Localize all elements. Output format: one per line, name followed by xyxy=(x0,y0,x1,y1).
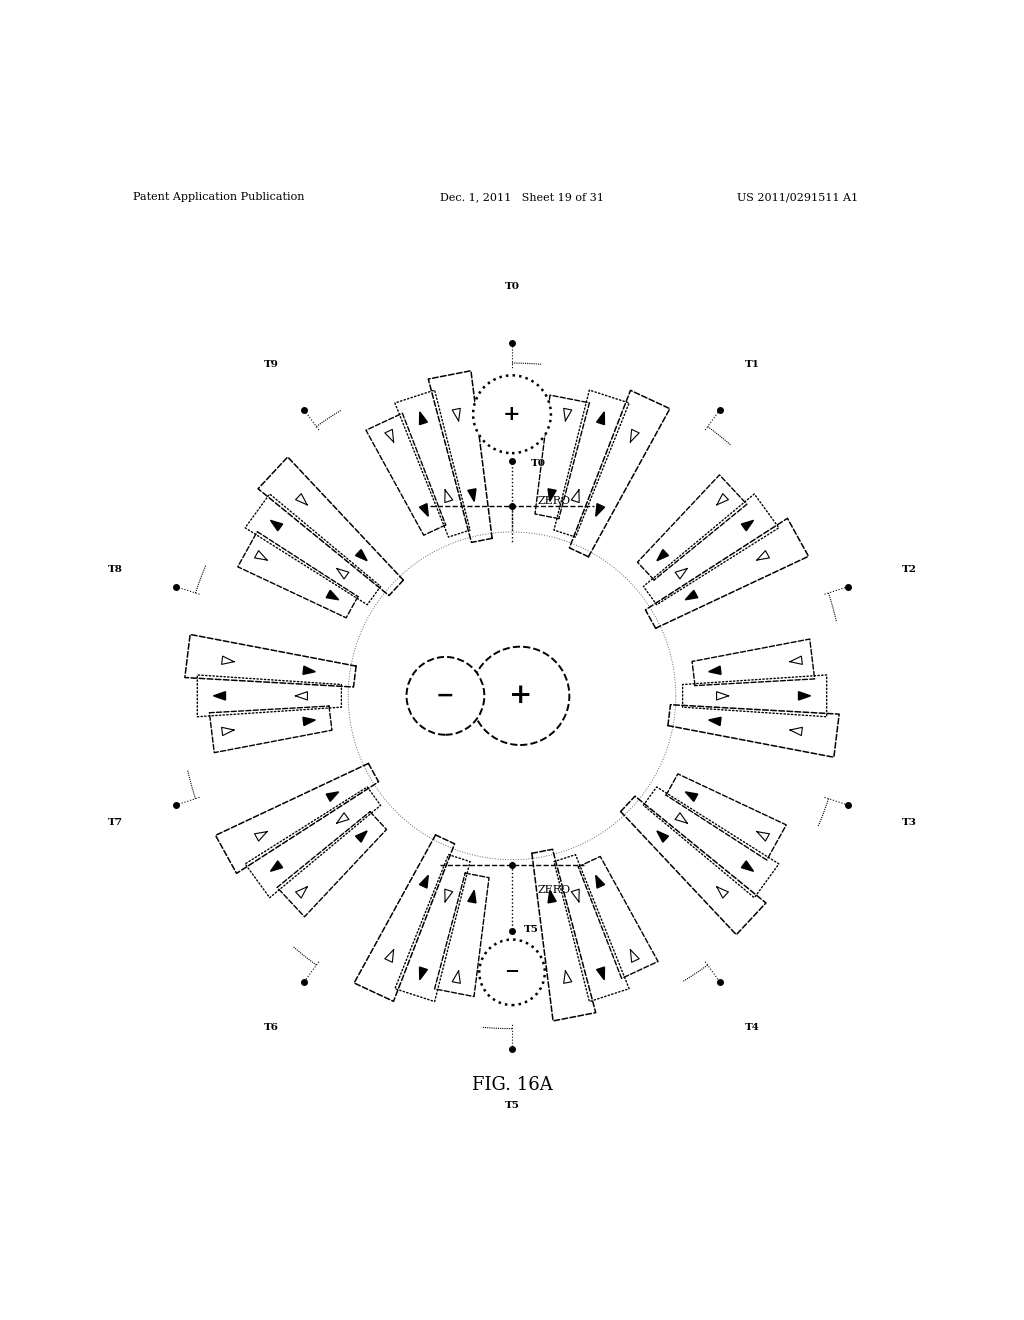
Text: T1: T1 xyxy=(745,360,760,370)
Polygon shape xyxy=(596,504,604,516)
Text: T0: T0 xyxy=(505,281,519,290)
Polygon shape xyxy=(327,792,339,801)
Polygon shape xyxy=(420,504,428,516)
Polygon shape xyxy=(420,412,427,425)
Polygon shape xyxy=(468,891,476,903)
Text: ZERO: ZERO xyxy=(538,496,570,507)
Polygon shape xyxy=(596,875,604,888)
Circle shape xyxy=(471,647,569,744)
Polygon shape xyxy=(214,692,225,700)
Text: ZERO: ZERO xyxy=(538,886,570,895)
Text: T6: T6 xyxy=(264,1023,279,1032)
Polygon shape xyxy=(420,875,428,888)
Polygon shape xyxy=(270,520,283,531)
Polygon shape xyxy=(355,549,367,561)
Text: T3: T3 xyxy=(901,818,916,826)
Polygon shape xyxy=(741,861,754,871)
Circle shape xyxy=(473,375,551,453)
Polygon shape xyxy=(355,832,367,842)
Text: −: − xyxy=(505,964,519,981)
Text: Dec. 1, 2011   Sheet 19 of 31: Dec. 1, 2011 Sheet 19 of 31 xyxy=(440,193,604,202)
Polygon shape xyxy=(597,968,604,979)
Polygon shape xyxy=(799,692,811,700)
Polygon shape xyxy=(685,590,697,599)
Polygon shape xyxy=(685,792,697,801)
Text: +: + xyxy=(509,682,531,709)
Text: T9: T9 xyxy=(264,360,279,370)
Text: T8: T8 xyxy=(108,565,123,574)
Text: −: − xyxy=(436,685,455,706)
Polygon shape xyxy=(709,667,721,675)
Polygon shape xyxy=(468,488,476,502)
Text: T4: T4 xyxy=(745,1023,760,1032)
Polygon shape xyxy=(327,590,339,599)
Text: T0: T0 xyxy=(530,459,546,467)
Text: T7: T7 xyxy=(108,818,123,826)
Polygon shape xyxy=(420,968,427,979)
Polygon shape xyxy=(709,717,721,726)
Circle shape xyxy=(479,940,545,1005)
Text: FIG. 16A: FIG. 16A xyxy=(472,1076,552,1094)
Polygon shape xyxy=(597,412,604,425)
Polygon shape xyxy=(657,832,669,842)
Text: Patent Application Publication: Patent Application Publication xyxy=(133,193,304,202)
Polygon shape xyxy=(741,520,754,531)
Polygon shape xyxy=(657,549,669,561)
Text: T2: T2 xyxy=(901,565,916,574)
Text: +: + xyxy=(503,404,521,424)
Circle shape xyxy=(407,657,484,735)
Polygon shape xyxy=(548,891,556,903)
Text: T5: T5 xyxy=(524,925,540,933)
Text: T5: T5 xyxy=(505,1101,519,1110)
Polygon shape xyxy=(303,667,315,675)
Polygon shape xyxy=(548,488,556,502)
Text: US 2011/0291511 A1: US 2011/0291511 A1 xyxy=(737,193,858,202)
Polygon shape xyxy=(303,717,315,726)
Polygon shape xyxy=(270,861,283,871)
